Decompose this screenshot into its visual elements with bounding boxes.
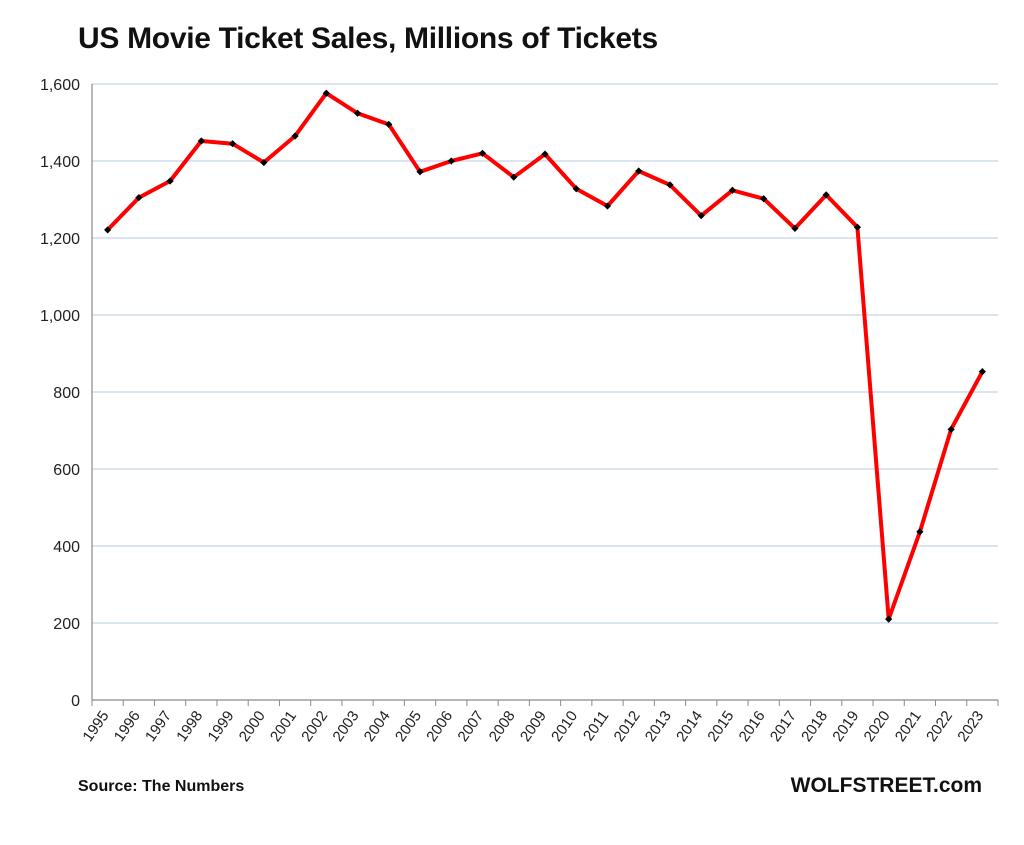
x-tick-label: 2023 — [954, 708, 987, 745]
x-tick-label: 2009 — [517, 708, 550, 745]
data-point — [822, 191, 830, 199]
y-tick-label: 200 — [53, 616, 80, 633]
y-tick-label: 800 — [53, 385, 80, 402]
data-point — [166, 177, 174, 185]
data-point — [385, 120, 393, 129]
series-line — [105, 91, 985, 622]
source-note: Source: The Numbers — [78, 778, 245, 795]
y-tick-label: 400 — [53, 539, 80, 556]
x-tick-label: 2018 — [798, 708, 831, 745]
x-tick-label: 2005 — [392, 708, 425, 745]
data-point — [885, 615, 893, 623]
x-tick-label: 2012 — [611, 708, 644, 745]
gridlines — [92, 83, 998, 624]
data-point — [853, 223, 862, 231]
x-tick-label: 2008 — [486, 708, 519, 745]
data-point — [416, 168, 424, 176]
data-point — [760, 195, 768, 203]
x-tick-label: 2003 — [329, 708, 362, 745]
x-tick-label: 2021 — [892, 708, 925, 745]
x-tick-label: 2022 — [923, 708, 956, 745]
data-point — [572, 185, 580, 193]
axes — [91, 84, 999, 706]
brand-label: WOLFSTREET.com — [790, 774, 982, 797]
x-tick-label: 2001 — [267, 708, 300, 745]
data-point — [353, 109, 362, 117]
x-tick-label: 2015 — [704, 708, 737, 745]
data-point — [728, 186, 737, 194]
series — [104, 89, 986, 623]
data-point — [916, 528, 924, 536]
x-tick-label: 2019 — [829, 708, 862, 745]
data-point — [447, 157, 455, 165]
data-point — [197, 137, 205, 145]
y-tick-label: 1,600 — [40, 77, 80, 94]
x-tick-label: 1997 — [142, 708, 175, 745]
y-tick-label: 600 — [53, 462, 80, 479]
y-axis-ticks: 0 200 400 600 800 1,000 1,200 1,400 1,600 — [40, 77, 80, 710]
x-tick-label: 2006 — [423, 708, 456, 745]
x-tick-label: 2016 — [736, 708, 769, 745]
x-tick-label: 1999 — [204, 708, 237, 745]
y-tick-label: 1,400 — [40, 154, 80, 171]
data-point — [791, 224, 799, 232]
x-tick-label: 2020 — [861, 708, 894, 745]
data-point — [947, 425, 955, 433]
data-point — [322, 89, 330, 97]
y-tick-label: 0 — [71, 693, 80, 710]
x-tick-label: 2004 — [361, 708, 394, 745]
data-point — [697, 212, 705, 220]
data-point — [635, 167, 643, 175]
data-point — [135, 193, 143, 202]
data-point — [104, 226, 112, 234]
x-tick-label: 1998 — [173, 708, 206, 745]
x-tick-label: 2014 — [673, 708, 706, 745]
y-tick-label: 1,000 — [40, 308, 80, 325]
y-tick-label: 1,200 — [40, 231, 80, 248]
chart-title: US Movie Ticket Sales, Millions of Ticke… — [78, 22, 658, 55]
x-tick-label: 2002 — [298, 708, 331, 745]
data-point — [291, 132, 299, 140]
x-tick-label: 2000 — [236, 708, 269, 745]
x-tick-label: 2013 — [642, 708, 675, 745]
x-tick-label: 2007 — [454, 708, 487, 745]
x-tick-label: 2010 — [548, 708, 581, 745]
data-point — [666, 181, 674, 189]
x-tick-label: 1996 — [111, 708, 144, 745]
data-point — [510, 173, 518, 181]
data-point — [228, 140, 237, 148]
data-point — [978, 367, 986, 376]
data-point — [478, 149, 487, 157]
data-point — [541, 150, 549, 158]
x-tick-label: 2011 — [580, 708, 612, 744]
x-axis-ticks: 1995199619971998199920002001200220032004… — [80, 708, 988, 745]
x-tick-label: 2017 — [767, 708, 800, 745]
data-point — [603, 202, 612, 210]
data-point — [260, 158, 268, 167]
x-tick-label: 1995 — [80, 708, 113, 745]
